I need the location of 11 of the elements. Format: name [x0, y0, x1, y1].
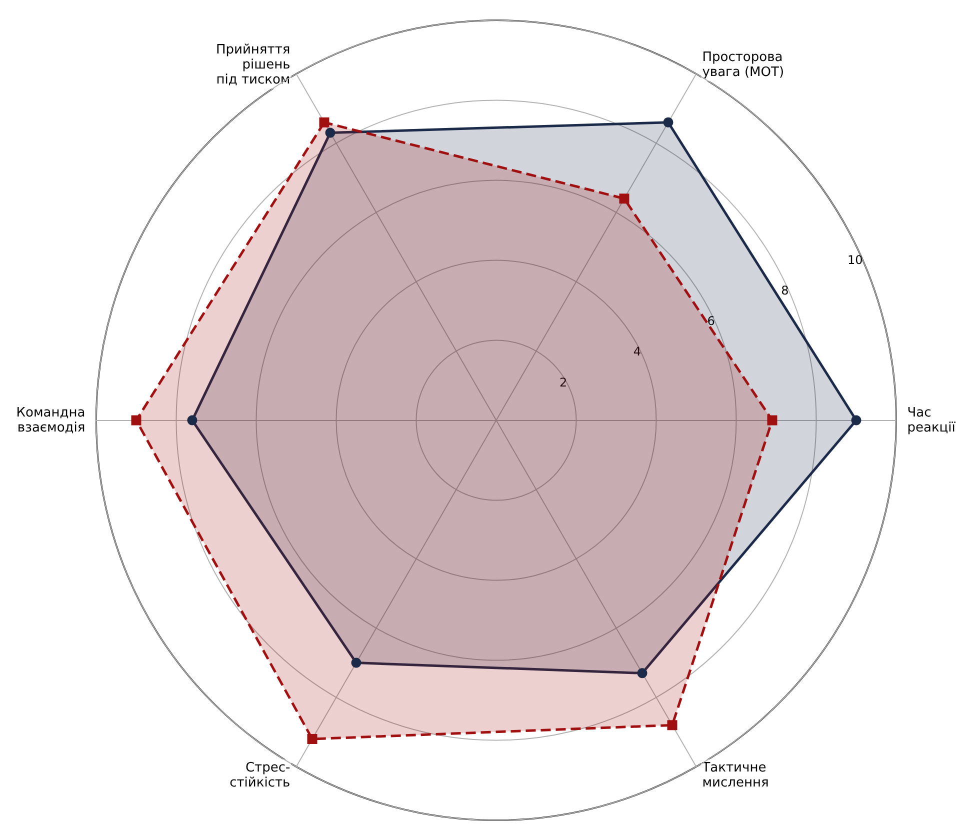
spoke-label: Тактичне мислення	[701, 760, 769, 790]
y-tick-label: 8	[781, 283, 789, 298]
y-tick-label: 6	[707, 314, 715, 328]
spoke-label: Час реакції	[907, 405, 956, 436]
spoke-label: Прийняття рішень під тиском	[216, 42, 290, 88]
spoke-label: Стрес- стійкість	[230, 760, 291, 790]
spoke-label: Командна взаємодія	[16, 405, 86, 436]
spoke-label: Просторова увага (МОТ)	[702, 50, 784, 80]
y-tick-label: 2	[559, 375, 568, 390]
y-tick-label: 4	[633, 344, 641, 359]
y-tick-label: 10	[847, 252, 863, 267]
